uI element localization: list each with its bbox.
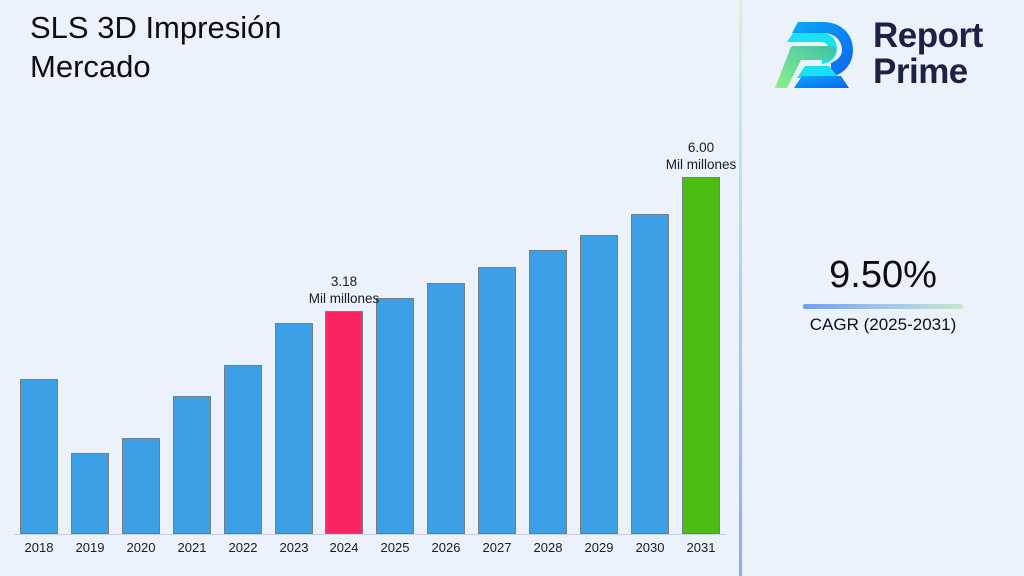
bar-2028[interactable] [529,250,567,534]
cagr-value: 9.50% [829,254,937,296]
bar-2021[interactable] [173,396,211,534]
bar-2025[interactable] [376,298,414,534]
bar-2029[interactable] [580,235,618,534]
bar-2020[interactable] [122,438,160,534]
chart-panel: SLS 3D Impresión Mercado 2018 2019 2020 202… [14,10,736,555]
bar-2022[interactable] [224,365,262,534]
x-tick-2024: 2024 [329,540,359,555]
x-tick-2022: 2022 [228,540,258,555]
bar-2023[interactable] [275,323,313,534]
x-tick-2018: 2018 [24,540,54,555]
bar-2018[interactable] [20,379,58,534]
x-axis-line [14,534,726,535]
x-tick-2027: 2027 [482,540,512,555]
page-title: SLS 3D Impresión Mercado [30,10,282,84]
x-tick-2030: 2030 [635,540,665,555]
brand-wordmark: Report Prime [873,16,983,91]
cagr-divider-rule [803,304,963,309]
x-tick-2023: 2023 [279,540,309,555]
x-tick-2025: 2025 [380,540,410,555]
x-tick-2021: 2021 [177,540,207,555]
info-panel: Report Prime 9.50% CAGR (2025-2031) [742,0,1024,576]
panel-divider [739,0,742,576]
x-tick-2031: 2031 [686,540,716,555]
bar-2026[interactable] [427,283,465,534]
brand-logo: Report Prime [775,8,1015,100]
cagr-block: 9.50% CAGR (2025-2031) [742,252,1024,336]
bar-2019[interactable] [71,453,109,534]
x-tick-2019: 2019 [75,540,105,555]
x-tick-2026: 2026 [431,540,461,555]
bar-2030[interactable] [631,214,669,534]
x-tick-2020: 2020 [126,540,156,555]
cagr-caption: CAGR (2025-2031) [809,315,957,334]
bar-chart-plot-area: 2018 2019 2020 2021 2022 2023 2024 2025 2026 2027… [20,140,736,555]
x-tick-2029: 2029 [584,540,614,555]
report-prime-logo-icon [775,22,853,88]
x-tick-2028: 2028 [533,540,563,555]
bar-2024[interactable] [325,311,363,534]
bar-2031[interactable] [682,177,720,534]
bar-2027[interactable] [478,267,516,534]
